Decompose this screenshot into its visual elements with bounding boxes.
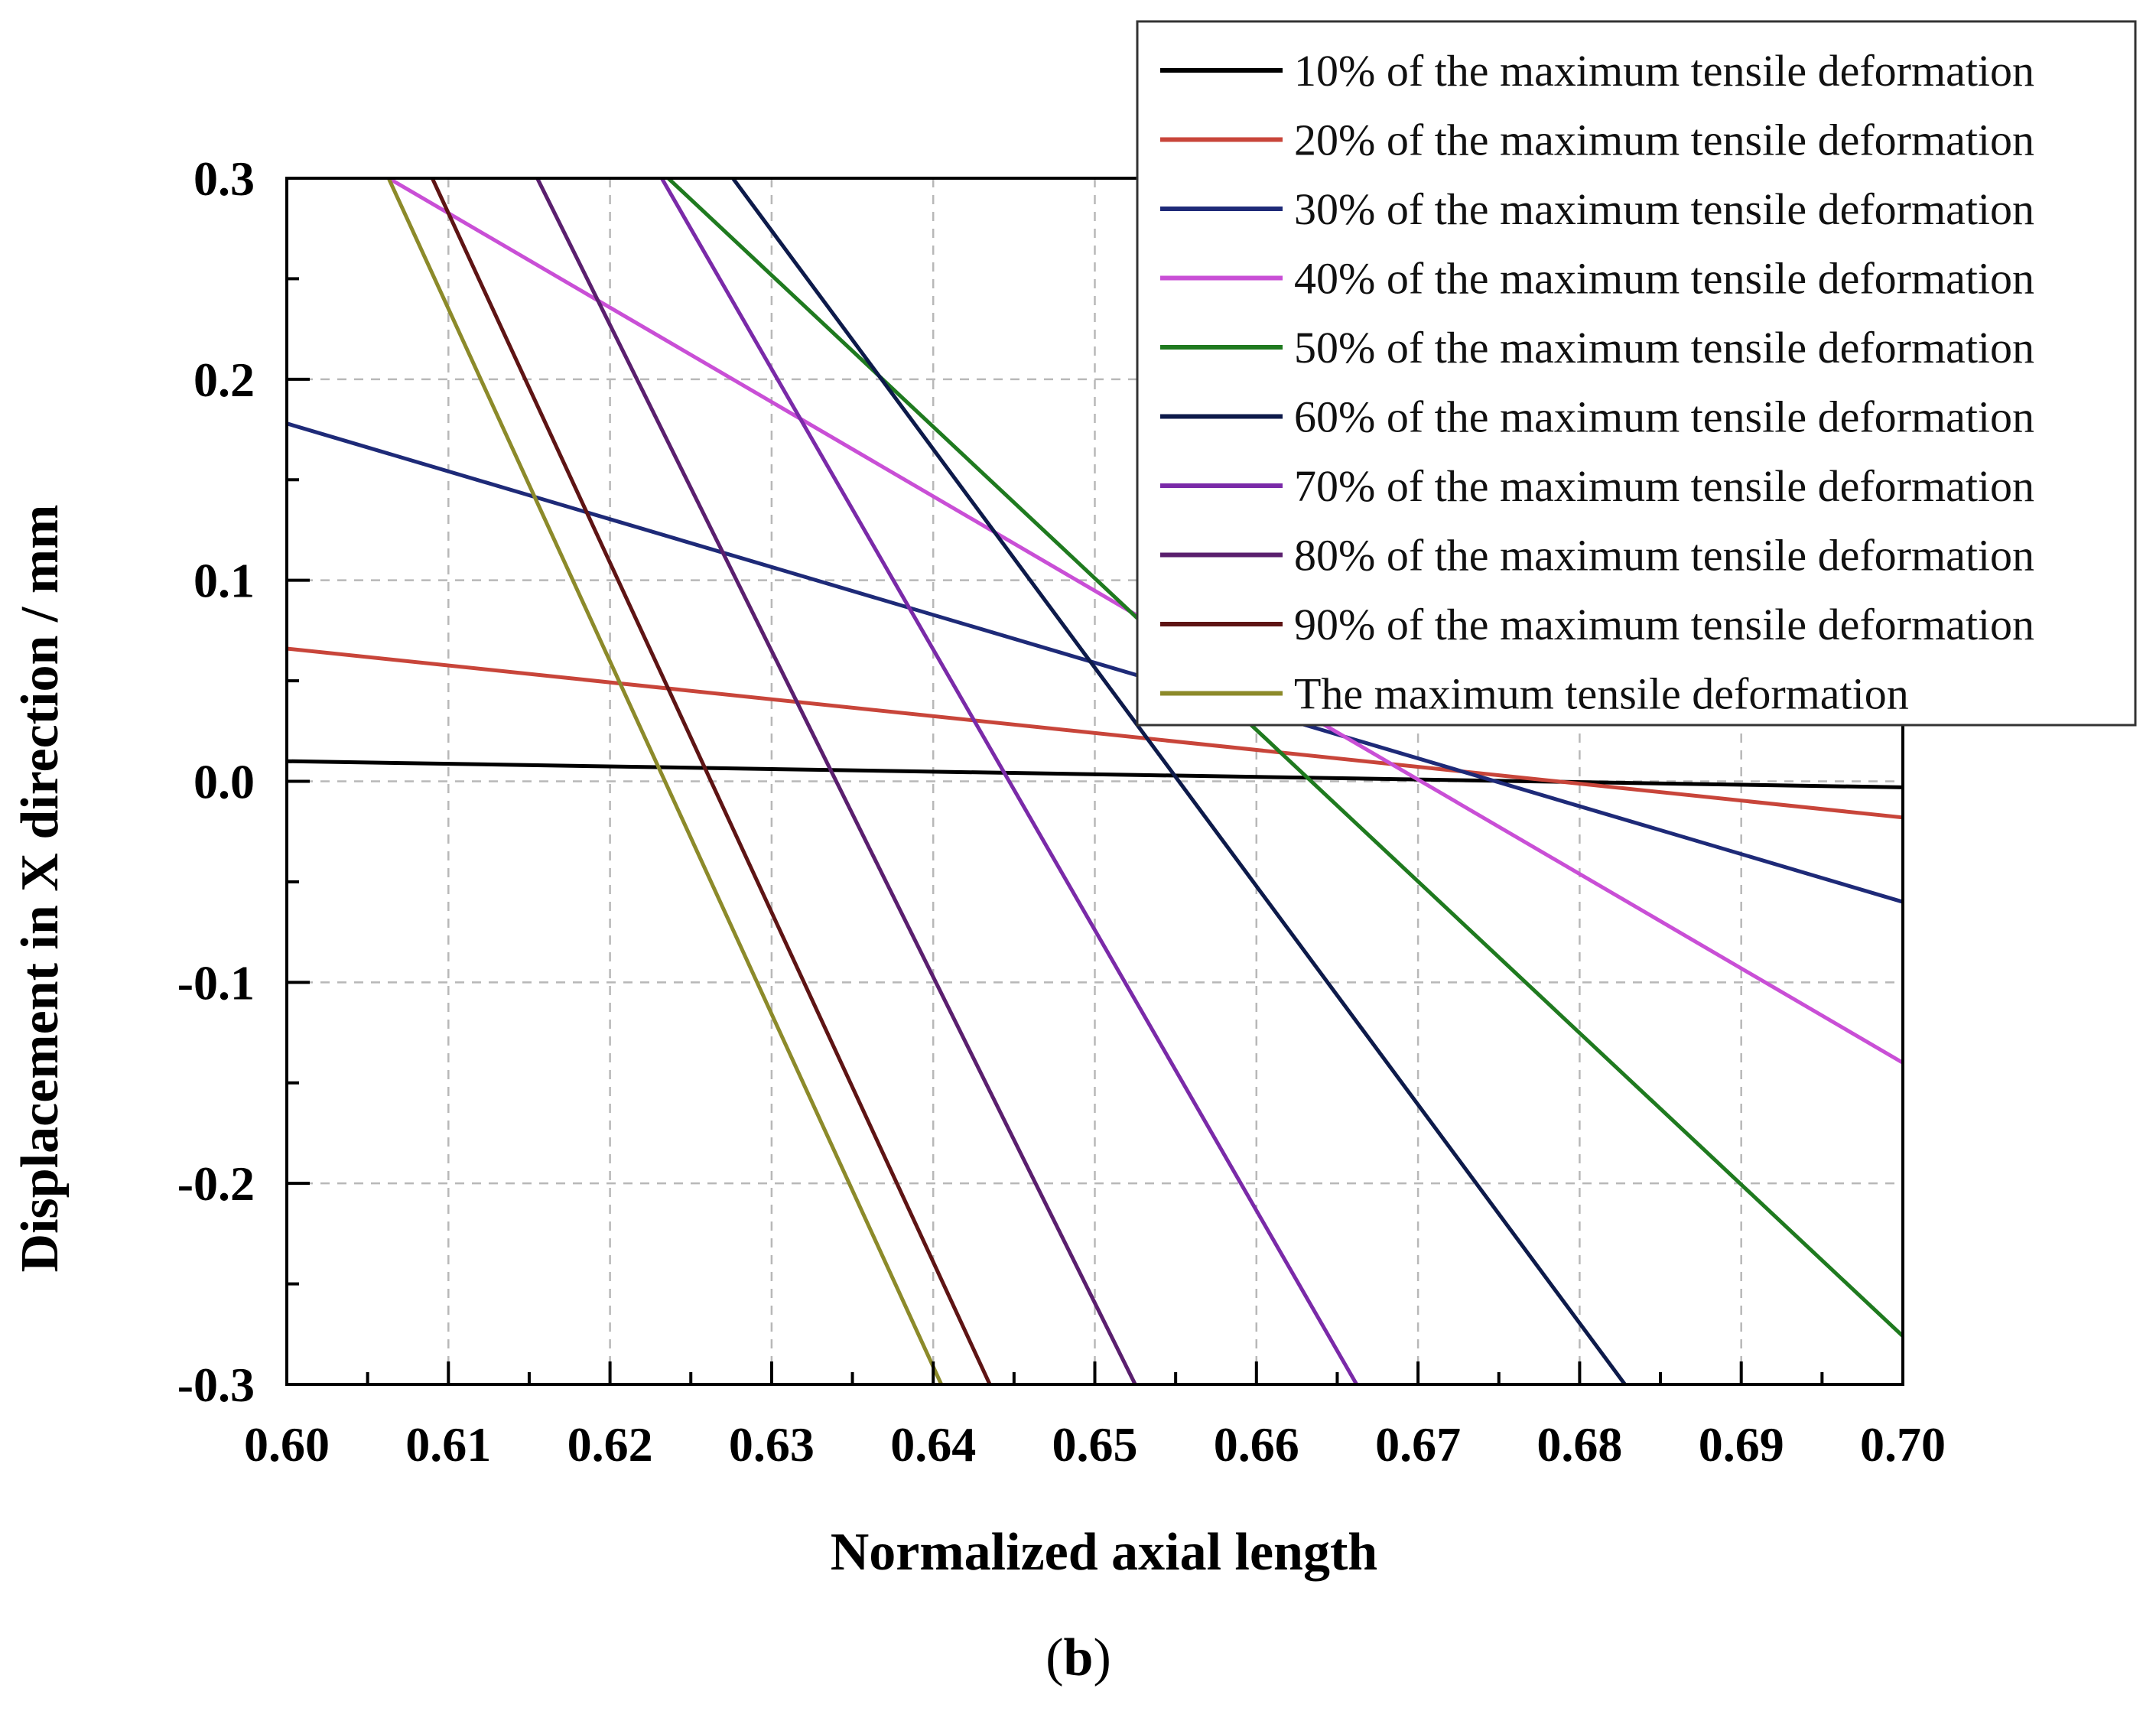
series-line <box>430 177 992 1386</box>
x-tick-label: 0.62 <box>567 1417 653 1472</box>
x-tick-label: 0.64 <box>890 1417 976 1472</box>
legend-item: 30% of the maximum tensile deformation <box>1160 184 2034 234</box>
y-tick-label: 0.3 <box>193 151 255 206</box>
x-tick-label: 0.66 <box>1214 1417 1299 1472</box>
x-tick-label: 0.67 <box>1375 1417 1461 1472</box>
legend-item: 90% of the maximum tensile deformation <box>1160 600 2034 649</box>
y-tick-label: -0.3 <box>177 1358 255 1412</box>
axis-ticks <box>285 177 1904 1386</box>
figure-caption: (b) <box>1045 1628 1111 1687</box>
legend-item: 40% of the maximum tensile deformation <box>1160 254 2034 304</box>
legend-label: 50% of the maximum tensile deformation <box>1294 323 2034 372</box>
x-tick-labels: 0.60 0.61 0.62 0.63 0.64 0.65 0.66 0.67 0.68 0.69… <box>244 1417 1946 1472</box>
y-tick-label: 0.1 <box>193 554 255 608</box>
legend-label: 40% of the maximum tensile deformation <box>1294 254 2034 304</box>
y-tick-label: -0.2 <box>177 1156 255 1211</box>
legend-item: 60% of the maximum tensile deformation <box>1160 392 2034 442</box>
y-tick-label: 0.0 <box>193 755 255 809</box>
legend: 10% of the maximum tensile deformation 20… <box>1136 20 2137 727</box>
x-tick-label: 0.69 <box>1699 1417 1784 1472</box>
legend-label: 90% of the maximum tensile deformation <box>1294 600 2034 649</box>
y-tick-labels: -0.3 -0.2 -0.1 0.0 0.1 0.2 0.3 <box>177 151 255 1412</box>
legend-label: The maximum tensile deformation <box>1294 669 1909 719</box>
series-lines <box>286 176 1904 1386</box>
legend-item: 70% of the maximum tensile deformation <box>1160 461 2034 511</box>
legend-item: 10% of the maximum tensile deformation <box>1160 46 2034 96</box>
x-axis-title: Normalized axial length <box>831 1523 1377 1582</box>
y-tick-label: 0.2 <box>193 353 255 407</box>
legend-label: 20% of the maximum tensile deformation <box>1294 115 2034 165</box>
y-tick-label: -0.1 <box>177 955 255 1010</box>
series-line <box>286 646 1904 820</box>
x-tick-label: 0.63 <box>729 1417 815 1472</box>
x-tick-label: 0.60 <box>244 1417 330 1472</box>
legend-label: 80% of the maximum tensile deformation <box>1294 531 2034 581</box>
series-line <box>286 421 1904 904</box>
legend-box <box>1136 20 2137 727</box>
legend-item: 80% of the maximum tensile deformation <box>1160 531 2034 581</box>
x-tick-label: 0.65 <box>1052 1417 1138 1472</box>
series-line <box>731 177 1627 1386</box>
legend-label: 70% of the maximum tensile deformation <box>1294 461 2034 511</box>
series-line <box>386 177 944 1386</box>
legend-item: 20% of the maximum tensile deformation <box>1160 115 2034 165</box>
legend-item: 50% of the maximum tensile deformation <box>1160 323 2034 372</box>
x-tick-label: 0.61 <box>405 1417 491 1472</box>
legend-label: 60% of the maximum tensile deformation <box>1294 392 2034 442</box>
y-axis-title: Displacement in X direction / mm <box>11 505 70 1273</box>
legend-item: The maximum tensile deformation <box>1160 669 1909 719</box>
x-tick-label: 0.68 <box>1537 1417 1622 1472</box>
series-line <box>660 177 1358 1386</box>
series-line <box>535 177 1137 1386</box>
x-tick-label: 0.70 <box>1860 1417 1946 1472</box>
legend-label: 10% of the maximum tensile deformation <box>1294 46 2034 96</box>
legend-label: 30% of the maximum tensile deformation <box>1294 184 2034 234</box>
series-line <box>286 759 1904 789</box>
